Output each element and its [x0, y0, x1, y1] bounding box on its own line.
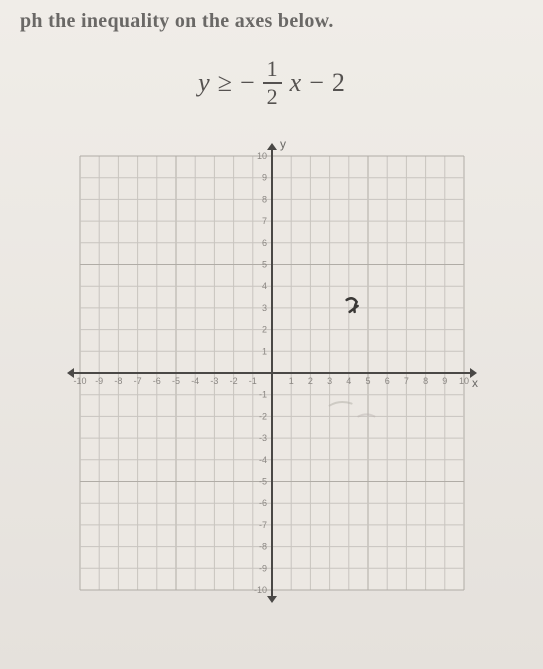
- svg-text:5: 5: [261, 260, 266, 270]
- svg-text:-5: -5: [171, 376, 179, 386]
- svg-text:-9: -9: [95, 376, 103, 386]
- svg-text:-3: -3: [210, 376, 218, 386]
- svg-text:10: 10: [458, 376, 468, 386]
- svg-text:-1: -1: [248, 376, 256, 386]
- constant: 2: [332, 68, 345, 98]
- svg-text:x: x: [472, 376, 478, 390]
- svg-text:-4: -4: [191, 376, 199, 386]
- fraction: 1 2: [263, 58, 282, 108]
- relation-symbol: ≥: [218, 68, 232, 98]
- svg-text:-9: -9: [258, 563, 266, 573]
- svg-text:4: 4: [346, 376, 351, 386]
- svg-text:-10: -10: [253, 585, 266, 595]
- svg-text:2: 2: [261, 325, 266, 335]
- svg-text:-4: -4: [258, 455, 266, 465]
- svg-text:-6: -6: [152, 376, 160, 386]
- svg-text:8: 8: [261, 194, 266, 204]
- svg-text:-7: -7: [258, 520, 266, 530]
- negative-sign: −: [240, 68, 255, 98]
- svg-text:-1: -1: [258, 390, 266, 400]
- svg-text:7: 7: [403, 376, 408, 386]
- svg-text:1: 1: [288, 376, 293, 386]
- rhs-variable: x: [290, 68, 302, 98]
- svg-text:5: 5: [365, 376, 370, 386]
- lhs-variable: y: [198, 68, 210, 98]
- svg-text:4: 4: [261, 281, 266, 291]
- svg-text:-8: -8: [114, 376, 122, 386]
- inequality-expression: y ≥ − 1 2 x − 2: [20, 58, 523, 108]
- svg-text:-8: -8: [258, 542, 266, 552]
- svg-text:7: 7: [261, 216, 266, 226]
- svg-text:y: y: [280, 138, 286, 151]
- svg-text:6: 6: [261, 238, 266, 248]
- svg-text:3: 3: [261, 303, 266, 313]
- svg-text:-6: -6: [258, 498, 266, 508]
- svg-text:-2: -2: [229, 376, 237, 386]
- svg-text:3: 3: [327, 376, 332, 386]
- svg-text:-2: -2: [258, 411, 266, 421]
- svg-text:-7: -7: [133, 376, 141, 386]
- svg-text:2: 2: [307, 376, 312, 386]
- svg-text:1: 1: [261, 346, 266, 356]
- svg-text:-5: -5: [258, 477, 266, 487]
- cartesian-graph: -10 -9 -8 -7 -6 -5 -4 -3 -2 -1 1 2 3 4 5 6 7 8 9 10 1 2 3 4 5 6 7 8…: [62, 138, 482, 608]
- minus-sign: −: [309, 68, 324, 98]
- instruction-text: ph the inequality on the axes below.: [20, 10, 523, 33]
- svg-text:9: 9: [261, 173, 266, 183]
- svg-text:10: 10: [256, 151, 266, 161]
- numerator: 1: [263, 58, 282, 82]
- worksheet-page: ph the inequality on the axes below. y ≥…: [0, 0, 543, 669]
- svg-text:9: 9: [442, 376, 447, 386]
- svg-text:-10: -10: [73, 376, 86, 386]
- graph-container: -10 -9 -8 -7 -6 -5 -4 -3 -2 -1 1 2 3 4 5 6 7 8 9 10 1 2 3 4 5 6 7 8…: [20, 138, 523, 608]
- svg-text:-3: -3: [258, 433, 266, 443]
- svg-text:6: 6: [384, 376, 389, 386]
- svg-text:8: 8: [423, 376, 428, 386]
- denominator: 2: [263, 82, 282, 108]
